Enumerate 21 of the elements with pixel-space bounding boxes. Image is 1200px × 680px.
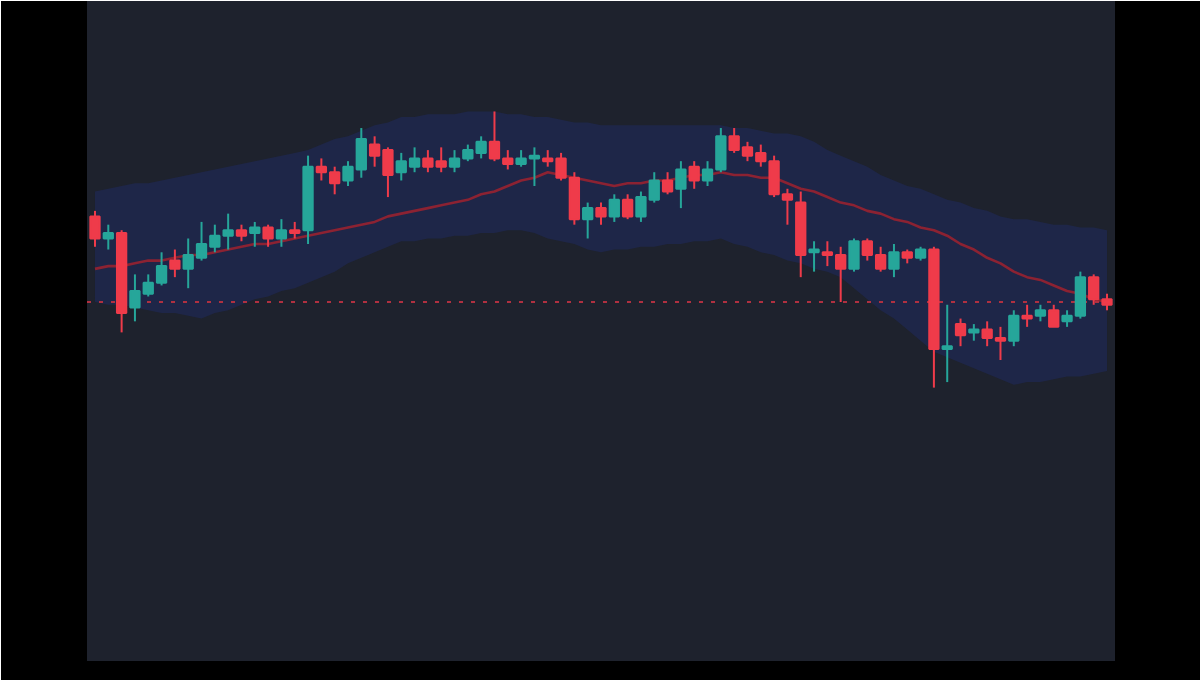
candlestick	[262, 223, 274, 248]
candlestick	[595, 201, 607, 226]
candlestick	[848, 237, 860, 273]
candlestick	[1008, 309, 1020, 348]
candlestick	[808, 240, 820, 273]
candlestick	[608, 193, 620, 223]
candlestick	[582, 201, 594, 240]
candlestick	[275, 218, 288, 248]
candlestick	[954, 317, 967, 348]
candlestick	[675, 160, 687, 210]
candlestick	[688, 160, 700, 190]
candlestick	[621, 193, 634, 221]
candlestick	[249, 220, 261, 248]
candlestick	[89, 209, 101, 248]
candlestick	[1021, 303, 1033, 328]
candlestick	[169, 248, 181, 279]
candlestick	[941, 303, 953, 384]
candlestick	[661, 171, 674, 196]
candlestick	[888, 243, 900, 279]
candlestick	[102, 223, 114, 251]
candlestick	[1048, 303, 1060, 328]
